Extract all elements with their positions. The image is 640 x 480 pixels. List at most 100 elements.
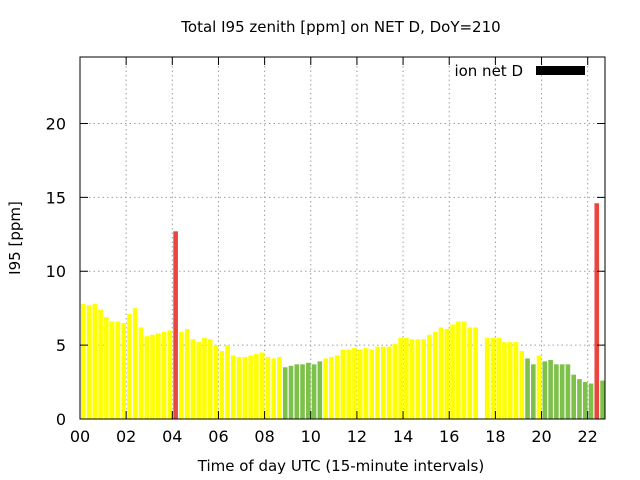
y-tick-label: 15	[46, 188, 66, 207]
bar	[248, 355, 253, 419]
bar	[346, 349, 351, 419]
bar	[421, 339, 426, 419]
bar	[352, 348, 357, 419]
x-tick-label: 04	[162, 427, 182, 446]
bar	[542, 361, 548, 419]
bar	[231, 355, 236, 419]
plot-frame	[79, 56, 606, 420]
x-tick-label: 20	[531, 427, 551, 446]
bar	[554, 364, 559, 419]
bar	[519, 351, 525, 419]
x-tick-label: 10	[301, 427, 321, 446]
bar	[109, 321, 115, 419]
bar	[219, 351, 225, 419]
y-tick-label: 5	[56, 336, 66, 355]
bar	[121, 322, 126, 419]
bar	[225, 345, 230, 419]
bar	[340, 349, 346, 419]
bar	[415, 339, 421, 419]
bar	[98, 309, 103, 419]
bar	[392, 343, 398, 419]
x-tick-label: 16	[439, 427, 459, 446]
x-tick-label: 18	[485, 427, 505, 446]
bar	[369, 349, 375, 419]
bar	[202, 337, 207, 419]
bar	[173, 231, 178, 419]
bar	[375, 346, 380, 419]
x-tick-label: 14	[393, 427, 413, 446]
x-tick-label: 02	[116, 427, 136, 446]
bar	[156, 333, 161, 419]
bar	[150, 334, 155, 419]
bar	[329, 356, 334, 419]
bar	[259, 352, 265, 419]
bar	[190, 339, 196, 419]
bar	[144, 336, 150, 419]
bar	[427, 334, 432, 419]
bar	[548, 359, 553, 419]
bar	[311, 364, 317, 419]
bar	[127, 314, 132, 419]
chart-title: Total I95 zenith [ppm] on NET D, DoY=210	[180, 18, 500, 36]
bar	[254, 353, 259, 419]
bar	[571, 374, 576, 419]
bar	[132, 308, 138, 419]
bar	[207, 339, 213, 419]
axis-ticks: 0 5 10 15 20 00 02 04 06 08 10 12 14 16 18 20 22	[46, 57, 605, 446]
bar	[242, 356, 248, 419]
bar	[357, 349, 363, 419]
bar	[306, 362, 311, 419]
bar	[104, 317, 109, 419]
bar	[294, 364, 300, 419]
bar	[184, 328, 190, 419]
bar	[317, 361, 323, 419]
bars	[81, 203, 605, 419]
legend-label: ion net D	[454, 62, 523, 80]
y-tick-label: 20	[46, 114, 66, 133]
bar	[565, 364, 571, 419]
bar	[300, 364, 305, 419]
bar	[594, 203, 600, 419]
grid	[80, 57, 605, 419]
x-tick-label: 00	[70, 427, 90, 446]
bar	[588, 383, 594, 419]
bar	[600, 380, 605, 419]
bar	[167, 330, 173, 419]
bar	[496, 337, 501, 419]
bar	[196, 342, 201, 419]
bar	[582, 382, 588, 419]
bar	[409, 339, 415, 419]
bar	[115, 321, 121, 419]
bar	[432, 331, 438, 419]
bar	[81, 303, 86, 419]
x-tick-label: 08	[254, 427, 274, 446]
bar	[92, 303, 98, 419]
bar	[461, 321, 467, 419]
bar	[467, 327, 473, 419]
bar	[277, 356, 282, 419]
bar	[484, 337, 490, 419]
x-tick-label: 12	[347, 427, 367, 446]
bar	[282, 367, 288, 419]
bar	[525, 358, 530, 419]
bar	[271, 358, 276, 419]
bar	[473, 327, 478, 419]
bar	[559, 364, 565, 419]
x-tick-label: 06	[208, 427, 228, 446]
bar	[265, 356, 271, 419]
bar	[502, 342, 507, 419]
bar	[213, 345, 219, 419]
legend-swatch	[536, 66, 585, 75]
legend: ion net D	[454, 62, 585, 80]
bar	[398, 337, 403, 419]
bar	[536, 355, 542, 419]
bar	[531, 364, 536, 419]
x-axis-label: Time of day UTC (15-minute intervals)	[197, 457, 484, 475]
bar	[381, 346, 386, 419]
bar	[386, 346, 392, 419]
bar	[513, 342, 519, 419]
bar	[288, 365, 294, 419]
bar	[456, 321, 461, 419]
x-tick-label: 22	[578, 427, 598, 446]
